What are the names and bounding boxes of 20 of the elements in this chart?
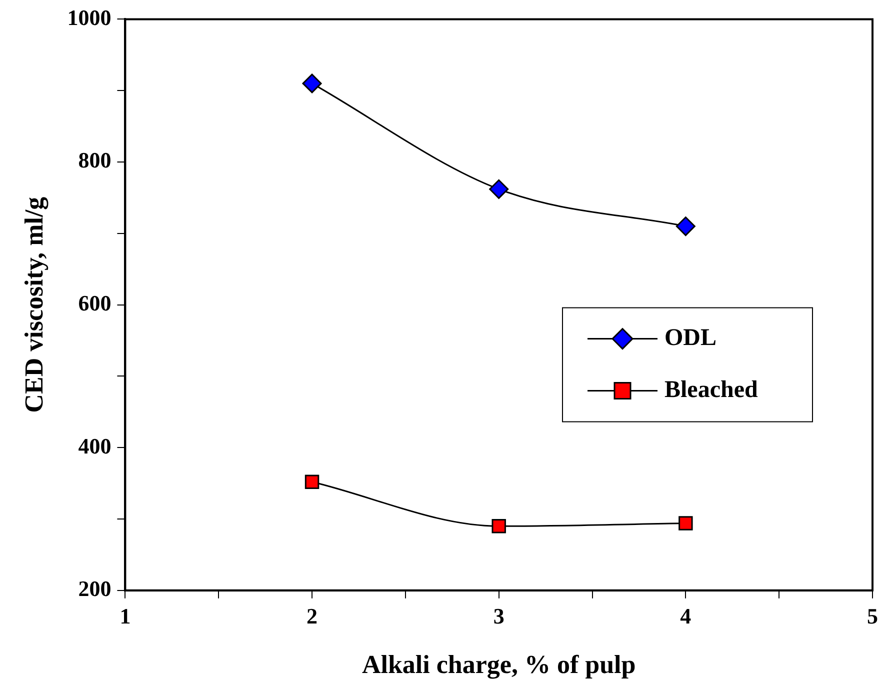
x-tick-label: 3 [493, 603, 504, 628]
x-tick-label: 5 [867, 603, 878, 628]
y-tick-label: 400 [78, 433, 112, 458]
x-tick-label: 2 [306, 603, 318, 628]
legend-label: Bleached [664, 377, 758, 404]
y-tick-label: 800 [78, 148, 112, 173]
point [489, 179, 509, 199]
x-tick-label: 1 [120, 603, 131, 628]
y-axis-title: CED viscosity, ml/g [19, 196, 48, 413]
legend-label: ODL [664, 325, 717, 352]
point [678, 516, 693, 530]
point [302, 74, 322, 94]
y-tick-label: 600 [78, 290, 112, 316]
y-tick-label: 200 [78, 576, 112, 602]
point [304, 474, 320, 489]
y-tick-label: 1000 [67, 4, 112, 30]
point [492, 519, 506, 534]
x-tick-label: 4 [680, 603, 692, 628]
x-axis-title: Alkali charge, % of pulp [362, 650, 636, 680]
point [676, 216, 696, 236]
